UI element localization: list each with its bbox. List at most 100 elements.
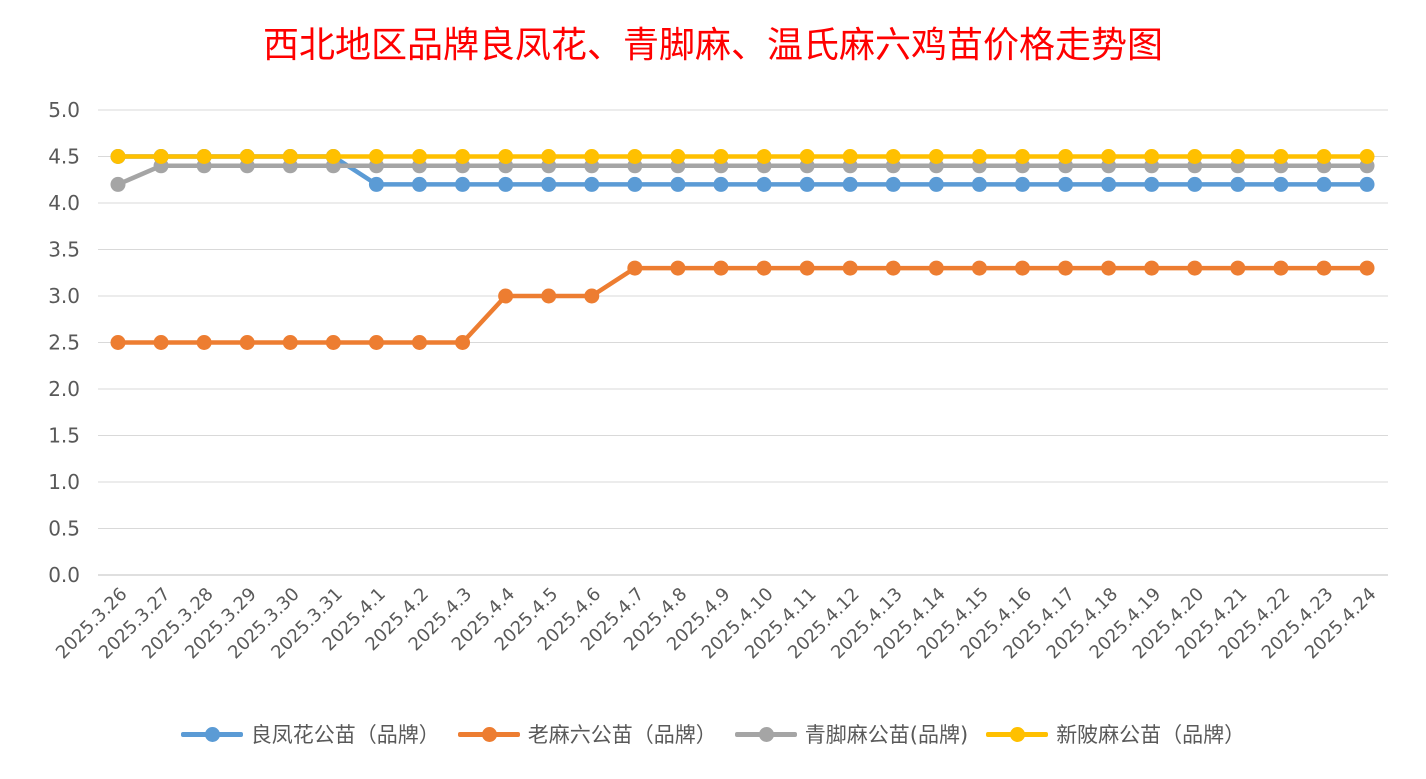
data-point xyxy=(1144,260,1160,276)
data-point xyxy=(928,149,944,164)
data-point xyxy=(282,335,298,350)
data-point xyxy=(971,149,987,164)
data-point xyxy=(584,176,600,192)
data-point xyxy=(368,335,384,350)
data-point xyxy=(799,176,815,192)
y-tick-label: 1.5 xyxy=(48,424,80,448)
y-tick-label: 3.5 xyxy=(48,238,80,262)
data-point xyxy=(627,149,643,164)
legend-item: 良凤花公苗（品牌） xyxy=(180,719,440,749)
data-point xyxy=(1230,176,1246,192)
x-axis-ticks: 2025.3.262025.3.272025.3.282025.3.292025… xyxy=(52,584,1381,664)
data-point xyxy=(842,149,858,164)
series-line xyxy=(115,154,1370,187)
data-point xyxy=(1014,176,1030,192)
data-point xyxy=(1014,149,1030,164)
data-point xyxy=(411,149,427,164)
data-point xyxy=(1230,149,1246,164)
data-point xyxy=(928,260,944,276)
data-point xyxy=(584,149,600,164)
legend-marker xyxy=(734,724,797,744)
data-point xyxy=(1273,176,1289,192)
series-4 xyxy=(110,149,1375,164)
data-point xyxy=(799,260,815,276)
data-point xyxy=(153,335,169,350)
y-tick-label: 0.0 xyxy=(48,563,80,587)
data-point xyxy=(928,176,944,192)
legend-marker xyxy=(986,724,1049,744)
data-point xyxy=(756,260,772,276)
data-point xyxy=(1316,176,1332,192)
data-point xyxy=(455,176,471,192)
y-tick-label: 4.0 xyxy=(48,191,80,215)
data-point xyxy=(1014,260,1030,276)
data-point xyxy=(1316,149,1332,164)
data-point xyxy=(842,176,858,192)
legend-label: 良凤花公苗（品牌） xyxy=(250,723,440,747)
series-2 xyxy=(110,260,1375,350)
legend-marker xyxy=(180,724,243,744)
data-point xyxy=(1359,260,1375,276)
legend-dot xyxy=(1010,727,1026,742)
data-point xyxy=(842,260,858,276)
legend-marker xyxy=(457,724,520,744)
data-point xyxy=(1359,149,1375,164)
data-point xyxy=(885,260,901,276)
data-point xyxy=(885,176,901,192)
data-point xyxy=(1101,260,1117,276)
legend-dot xyxy=(481,727,497,742)
data-point xyxy=(713,260,729,276)
data-point xyxy=(1144,176,1160,192)
data-point xyxy=(153,149,169,164)
data-point xyxy=(627,176,643,192)
legend: 良凤花公苗（品牌） 老麻六公苗（品牌） 青脚麻公苗(品牌) 新陂麻公苗（品牌） xyxy=(0,714,1426,754)
data-point xyxy=(1359,176,1375,192)
data-point xyxy=(541,288,557,304)
legend-label: 老麻六公苗（品牌） xyxy=(527,723,717,747)
data-point xyxy=(799,149,815,164)
data-point xyxy=(1316,260,1332,276)
data-point xyxy=(1058,176,1074,192)
data-point xyxy=(1273,149,1289,164)
data-point xyxy=(498,149,514,164)
y-tick-label: 3.0 xyxy=(48,284,80,308)
y-tick-label: 0.5 xyxy=(48,517,80,541)
data-point xyxy=(885,149,901,164)
data-point xyxy=(110,176,126,192)
data-point xyxy=(670,176,686,192)
data-point xyxy=(713,176,729,192)
legend-dot xyxy=(758,727,774,742)
data-point xyxy=(455,335,471,350)
data-point xyxy=(498,288,514,304)
data-point xyxy=(541,176,557,192)
data-point xyxy=(1058,260,1074,276)
data-point xyxy=(239,149,255,164)
data-point xyxy=(971,260,987,276)
data-point xyxy=(1187,260,1203,276)
series-3 xyxy=(110,158,1375,192)
series-line xyxy=(115,265,1370,345)
data-point xyxy=(325,149,341,164)
data-point xyxy=(239,335,255,350)
data-point xyxy=(110,335,126,350)
data-point xyxy=(368,149,384,164)
data-point xyxy=(411,176,427,192)
y-tick-label: 2.5 xyxy=(48,331,80,355)
data-point xyxy=(1058,149,1074,164)
series-lines xyxy=(110,149,1375,350)
data-point xyxy=(325,335,341,350)
legend-label: 新陂麻公苗（品牌） xyxy=(1056,723,1246,747)
data-point xyxy=(1187,149,1203,164)
data-point xyxy=(971,176,987,192)
data-point xyxy=(282,149,298,164)
y-tick-label: 2.0 xyxy=(48,377,80,401)
data-point xyxy=(1273,260,1289,276)
y-tick-label: 5.0 xyxy=(48,98,80,122)
legend-item: 老麻六公苗（品牌） xyxy=(457,719,717,749)
data-point xyxy=(756,176,772,192)
data-point xyxy=(368,176,384,192)
legend-label: 青脚麻公苗(品牌) xyxy=(804,723,969,747)
legend-dot xyxy=(204,727,220,742)
